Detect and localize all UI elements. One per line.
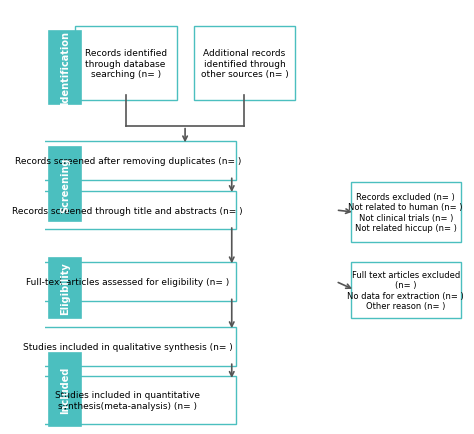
Text: Records identified
through database
searching (n= ): Records identified through database sear… <box>85 49 167 79</box>
Text: Records screened through title and abstracts (n= ): Records screened through title and abstr… <box>12 206 243 215</box>
Text: Records excluded (n= )
Not related to human (n= )
Not clinical trials (n= )
Not : Records excluded (n= ) Not related to hu… <box>348 193 463 233</box>
Text: Studies included in quantitative
synthesis(meta-analysis) (n= ): Studies included in quantitative synthes… <box>55 391 201 410</box>
Text: Full-text articles assessed for eligibility (n= ): Full-text articles assessed for eligibil… <box>26 277 229 286</box>
FancyBboxPatch shape <box>19 327 236 366</box>
FancyBboxPatch shape <box>19 377 236 424</box>
FancyBboxPatch shape <box>351 262 461 318</box>
Text: Studies included in qualitative synthesis (n= ): Studies included in qualitative synthesi… <box>23 342 233 351</box>
Text: Eligibility: Eligibility <box>60 262 70 315</box>
FancyBboxPatch shape <box>49 148 81 221</box>
Text: Included: Included <box>60 366 70 413</box>
FancyBboxPatch shape <box>19 141 236 181</box>
Text: Records screened after removing duplicates (n= ): Records screened after removing duplicat… <box>15 156 241 165</box>
FancyBboxPatch shape <box>193 27 295 101</box>
Text: Additional records
identified through
other sources (n= ): Additional records identified through ot… <box>201 49 288 79</box>
Text: Screening: Screening <box>60 157 70 212</box>
FancyBboxPatch shape <box>49 353 81 426</box>
FancyBboxPatch shape <box>19 262 236 301</box>
Text: Full text articles excluded
(n= )
No data for extraction (n= )
Other reason (n= : Full text articles excluded (n= ) No dat… <box>347 270 464 310</box>
Text: Identification: Identification <box>60 31 70 105</box>
FancyBboxPatch shape <box>19 191 236 230</box>
FancyBboxPatch shape <box>49 32 81 105</box>
FancyBboxPatch shape <box>49 258 81 318</box>
FancyBboxPatch shape <box>75 27 177 101</box>
FancyBboxPatch shape <box>351 183 461 243</box>
